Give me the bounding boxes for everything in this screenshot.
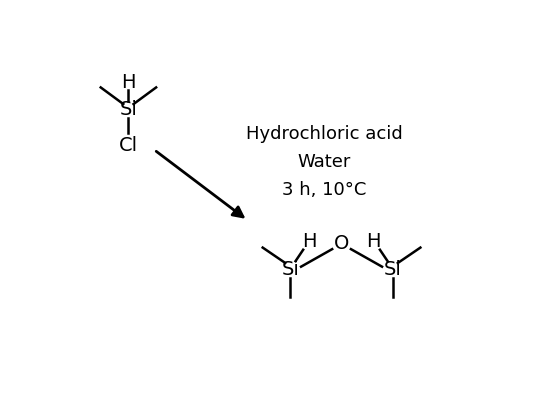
Text: Si: Si [282, 260, 299, 279]
Text: Water: Water [298, 153, 351, 171]
Text: Si: Si [119, 100, 138, 119]
Text: O: O [334, 234, 349, 253]
Text: H: H [121, 73, 136, 92]
Text: Cl: Cl [119, 136, 138, 154]
Text: H: H [302, 232, 317, 251]
Text: Hydrochloric acid: Hydrochloric acid [246, 125, 403, 143]
Text: H: H [366, 232, 381, 251]
Text: 3 h, 10°C: 3 h, 10°C [282, 181, 367, 199]
Text: Si: Si [384, 260, 402, 279]
